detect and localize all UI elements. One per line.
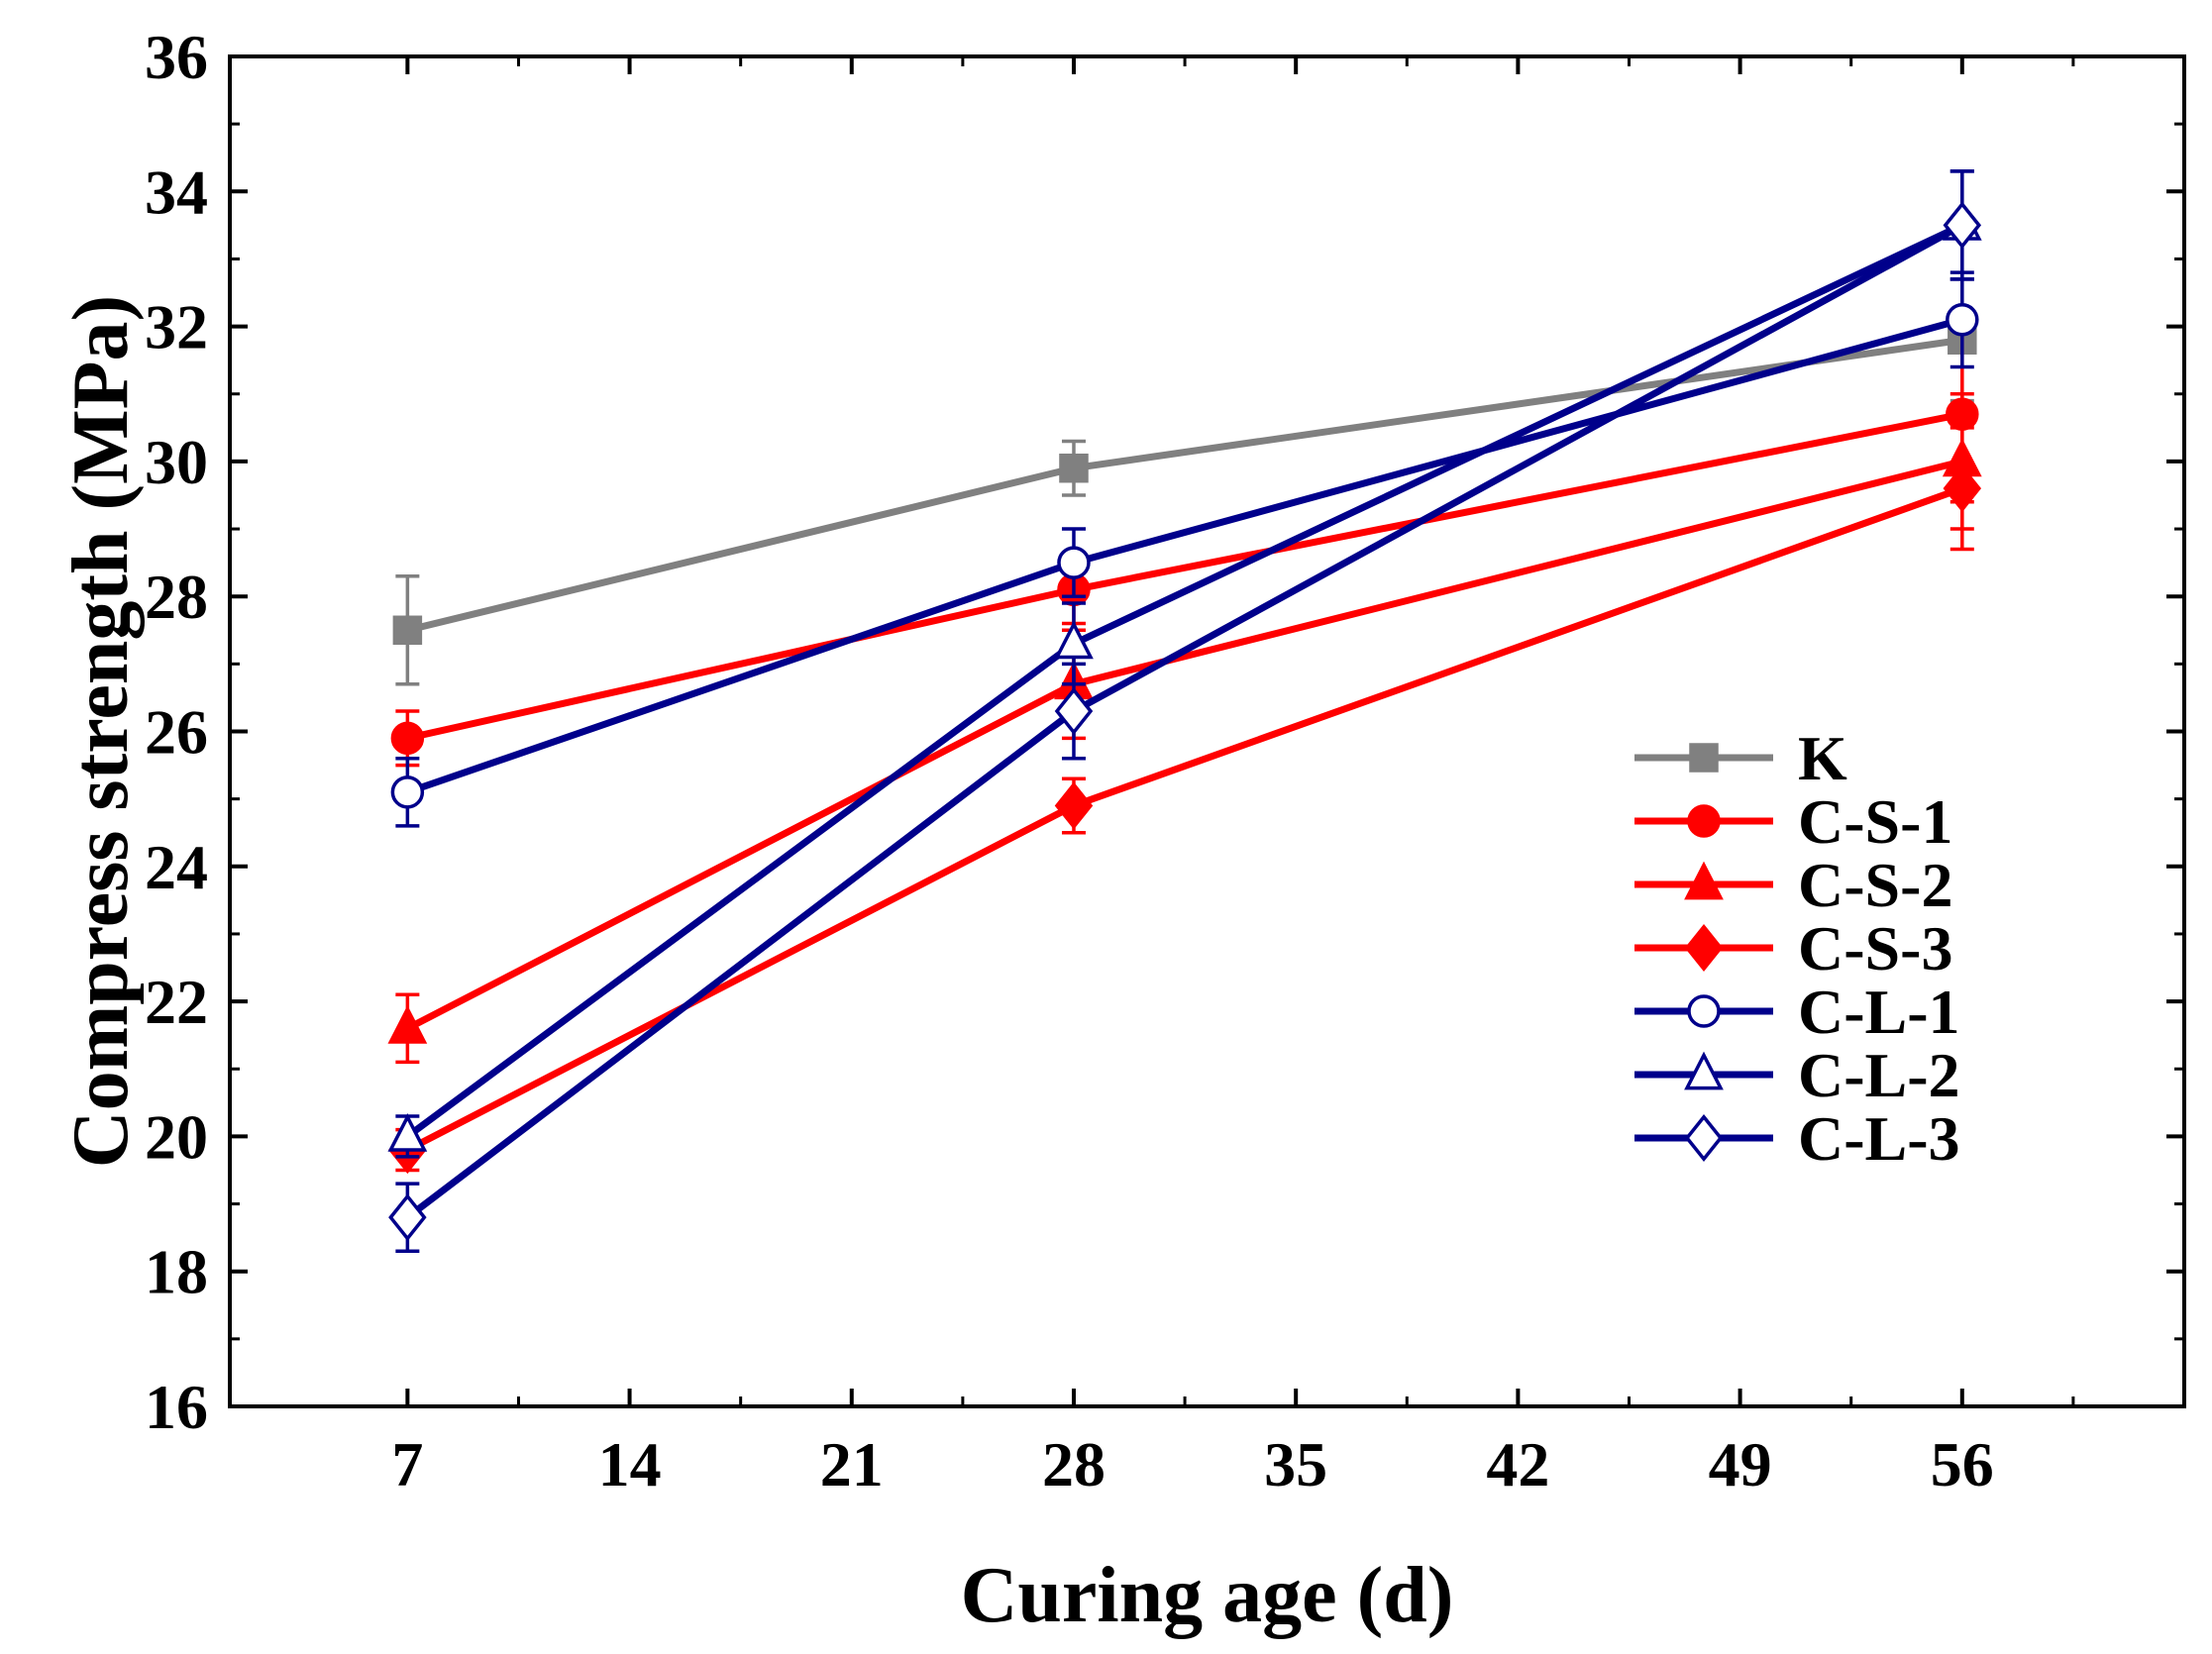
data-point <box>1946 303 1979 337</box>
legend-label: K <box>1798 723 1847 793</box>
data-point <box>1059 453 1089 483</box>
series-c-l-3 <box>388 169 1982 1254</box>
y-tick-label: 20 <box>145 1101 208 1172</box>
legend-item-c-l-1: C-L-1 <box>1634 977 1960 1047</box>
y-tick-label: 28 <box>145 562 208 632</box>
x-tick-label: 35 <box>1264 1429 1327 1499</box>
data-point <box>1943 201 1982 250</box>
legend-item-c-s-2: C-S-2 <box>1634 850 1952 920</box>
legend-item-c-s-1: C-S-1 <box>1634 786 1952 857</box>
data-point <box>387 1113 428 1152</box>
axes-ticks: 16 18 20 22 24 26 28 30 32 34 36 7 14 21 28 35 42 49 56 <box>145 22 2184 1499</box>
series-group <box>387 169 1982 1254</box>
series-line <box>405 222 1964 1140</box>
y-axis-title: Compress strength (MPa) <box>57 295 145 1168</box>
legend-marker <box>1684 923 1724 973</box>
legend-item-c-l-3: C-L-3 <box>1634 1103 1960 1174</box>
y-tick-label: 24 <box>145 832 208 902</box>
legend-marker <box>1687 994 1721 1028</box>
series-c-s-2 <box>387 392 1982 1065</box>
series-c-s-1 <box>390 324 1979 768</box>
data-point <box>1054 781 1094 830</box>
data-point <box>392 615 423 646</box>
data-point <box>390 721 425 756</box>
series-k <box>392 277 1977 686</box>
legend-label: C-S-1 <box>1798 786 1952 857</box>
y-tick-label: 18 <box>145 1237 208 1307</box>
legend-label: C-S-3 <box>1798 913 1952 983</box>
y-tick-label: 36 <box>145 22 208 92</box>
x-tick-label: 49 <box>1709 1429 1772 1499</box>
legend-label: C-L-2 <box>1798 1040 1960 1110</box>
legend-marker <box>1684 1051 1724 1090</box>
legend-marker <box>1687 804 1721 838</box>
data-point <box>1057 546 1091 579</box>
series-c-s-3 <box>388 426 1982 1175</box>
x-tick-label: 42 <box>1486 1429 1549 1499</box>
data-point <box>387 1004 428 1044</box>
x-tick-label: 14 <box>598 1429 662 1499</box>
legend-label: C-S-2 <box>1798 850 1952 920</box>
data-point <box>390 775 425 809</box>
data-point <box>1054 620 1094 660</box>
x-tick-label: 21 <box>820 1429 884 1499</box>
legend-item-c-s-3: C-S-3 <box>1634 913 1952 983</box>
x-tick-label: 56 <box>1931 1429 1994 1499</box>
x-axis-title: Curing age (d) <box>961 1552 1454 1639</box>
legend-item-c-l-2: C-L-2 <box>1634 1040 1960 1110</box>
legend: KC-S-1C-S-2C-S-3C-L-1C-L-2C-L-3 <box>1634 723 1960 1174</box>
data-point <box>1943 465 1982 513</box>
y-tick-label: 34 <box>145 156 208 227</box>
legend-label: C-L-3 <box>1798 1103 1960 1174</box>
legend-label: C-L-1 <box>1798 977 1960 1047</box>
plot-frame <box>228 54 2186 1408</box>
legend-item-k: K <box>1634 723 1847 793</box>
x-tick-label: 7 <box>391 1429 423 1499</box>
y-tick-label: 26 <box>145 697 208 768</box>
data-point <box>1054 687 1094 736</box>
y-tick-label: 32 <box>145 292 208 362</box>
series-line <box>406 316 1963 796</box>
series-c-l-1 <box>390 270 1979 828</box>
series-line <box>405 458 1963 1032</box>
legend-marker <box>1684 1113 1724 1163</box>
data-point <box>388 1193 427 1242</box>
legend-marker <box>1689 743 1719 773</box>
y-tick-label: 16 <box>145 1372 208 1442</box>
legend-marker <box>1684 861 1724 900</box>
x-tick-label: 28 <box>1042 1429 1106 1499</box>
y-tick-label: 22 <box>145 967 208 1037</box>
y-tick-label: 30 <box>145 427 208 497</box>
